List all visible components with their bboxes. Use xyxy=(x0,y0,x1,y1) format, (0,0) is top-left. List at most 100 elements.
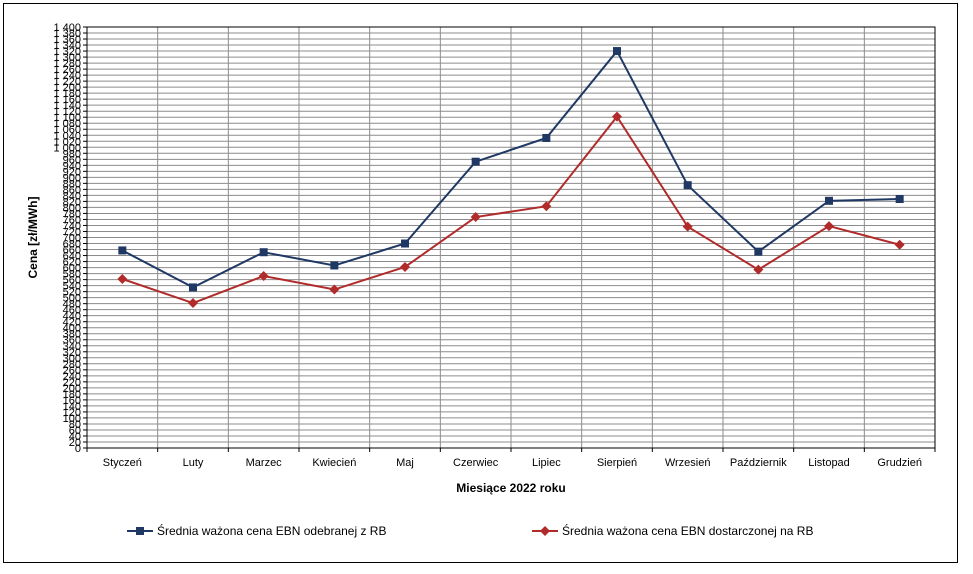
y-tick-label: 1 140 xyxy=(53,100,81,112)
y-tick-label: 1 200 xyxy=(53,82,81,94)
y-tick-label: 900 xyxy=(63,172,81,184)
data-point-series-1 xyxy=(613,47,621,56)
y-tick-label: 420 xyxy=(63,317,81,329)
y-tick-label: 560 xyxy=(63,275,81,287)
x-tick-label: Grudzień xyxy=(877,457,922,469)
legend-marker xyxy=(540,526,550,536)
y-tick-label: 1 080 xyxy=(53,118,81,130)
y-tick-label: 920 xyxy=(63,166,81,178)
series-line-1 xyxy=(121,49,900,289)
y-tick-label: 1 280 xyxy=(53,58,81,70)
y-tick-label: 480 xyxy=(63,299,81,311)
y-tick-label: 220 xyxy=(63,377,81,389)
legend-marker xyxy=(136,527,144,535)
y-tick-label: 1 340 xyxy=(53,40,81,52)
data-point-series-1 xyxy=(118,246,127,255)
y-tick-label: 940 xyxy=(63,160,81,172)
x-tick-label: Listopad xyxy=(808,457,850,469)
data-point-series-1 xyxy=(542,133,551,142)
data-point-series-2 xyxy=(470,212,481,223)
grid-lines xyxy=(86,26,936,449)
y-tick-label: 0 xyxy=(75,443,81,455)
y-tick-label: 1 300 xyxy=(53,52,81,64)
x-tick-label: Czerwiec xyxy=(453,457,499,469)
y-tick-label: 1 020 xyxy=(53,136,81,148)
y-tick-label: 140 xyxy=(63,401,81,413)
y-tick-label: 680 xyxy=(63,239,81,251)
y-tick-label: 960 xyxy=(63,154,81,166)
y-tick-label: 460 xyxy=(63,305,81,317)
data-point-series-2 xyxy=(117,273,128,284)
y-tick-label: 540 xyxy=(63,281,81,293)
y-tick-label: 1 100 xyxy=(53,112,81,124)
y-tick-label: 1 400 xyxy=(53,22,81,34)
y-tick-label: 120 xyxy=(63,407,81,419)
data-point-series-1 xyxy=(189,283,197,292)
data-point-series-2 xyxy=(188,298,198,309)
data-point-series-2 xyxy=(894,239,905,250)
y-tick-label: 400 xyxy=(63,323,81,335)
y-axis-title: Cena [zł/MWh] xyxy=(26,197,40,279)
y-tick-label: 500 xyxy=(63,293,81,305)
y-tick-label: 1 160 xyxy=(53,94,81,106)
data-point-series-1 xyxy=(825,196,833,205)
data-point-series-2 xyxy=(541,201,552,212)
x-axis-title: Miesiące 2022 roku xyxy=(456,481,565,495)
data-point-series-2 xyxy=(753,264,764,275)
y-tick-label: 600 xyxy=(63,263,81,275)
y-tick-label: 1 120 xyxy=(53,106,81,118)
data-point-series-1 xyxy=(471,157,480,166)
legend-label: Średnia ważona cena EBN dostarczonej na … xyxy=(562,523,813,538)
y-tick-label: 640 xyxy=(63,251,81,263)
y-tick-label: 300 xyxy=(63,353,81,365)
y-tick-label: 700 xyxy=(63,233,81,245)
y-tick-label: 1 360 xyxy=(53,34,81,46)
x-tick-label: Październik xyxy=(730,457,787,469)
y-tick-label: 1 040 xyxy=(53,130,81,142)
x-tick-label: Kwiecień xyxy=(312,457,356,469)
y-tick-label: 860 xyxy=(63,184,81,196)
y-tick-label: 740 xyxy=(63,220,81,232)
x-tick-label: Marzec xyxy=(246,457,283,469)
y-tick-label: 760 xyxy=(63,214,81,226)
series-line-2 xyxy=(122,114,900,305)
y-tick-label: 180 xyxy=(63,389,81,401)
x-tick-label: Wrzesień xyxy=(665,457,711,469)
legend-label: Średnia ważona cena EBN odebranej z RB xyxy=(157,523,386,538)
y-tick-label: 1 380 xyxy=(53,28,81,40)
y-tick-label: 1 260 xyxy=(53,64,81,76)
y-tick-label: 80 xyxy=(69,419,81,431)
y-tick-label: 1 240 xyxy=(53,70,81,82)
y-tick-label: 800 xyxy=(63,202,81,214)
data-point-series-1 xyxy=(401,239,409,248)
data-point-series-2 xyxy=(258,270,269,281)
y-tick-label: 40 xyxy=(69,431,81,443)
y-tick-label: 20 xyxy=(69,437,81,449)
y-tick-label: 360 xyxy=(63,335,81,347)
y-tick-label: 720 xyxy=(63,226,81,238)
y-tick-label: 880 xyxy=(63,178,81,190)
y-tick-label: 620 xyxy=(63,257,81,269)
y-tick-label: 280 xyxy=(63,359,81,371)
y-axis-ticks: 0204060801001201401601802002202402602803… xyxy=(53,22,87,455)
data-point-series-1 xyxy=(683,181,692,190)
data-point-series-2 xyxy=(400,261,410,272)
data-point-series-1 xyxy=(754,247,763,256)
chart-frame xyxy=(3,3,958,563)
x-tick-label: Styczeń xyxy=(103,457,142,469)
y-tick-label: 100 xyxy=(63,413,81,425)
x-tick-label: Sierpień xyxy=(597,457,637,469)
y-tick-label: 440 xyxy=(63,311,81,323)
x-tick-label: Lipiec xyxy=(532,457,561,469)
x-tick-label: Maj xyxy=(396,457,414,469)
data-point-series-2 xyxy=(329,284,340,295)
y-tick-label: 1 180 xyxy=(53,88,81,100)
y-tick-label: 320 xyxy=(63,347,81,359)
legend: Średnia ważona cena EBN odebranej z RB Śr… xyxy=(127,523,813,538)
data-point-series-1 xyxy=(895,195,904,204)
y-tick-label: 1 320 xyxy=(53,46,81,58)
y-tick-label: 520 xyxy=(63,287,81,299)
y-tick-label: 340 xyxy=(63,341,81,353)
y-tick-label: 380 xyxy=(63,329,81,341)
